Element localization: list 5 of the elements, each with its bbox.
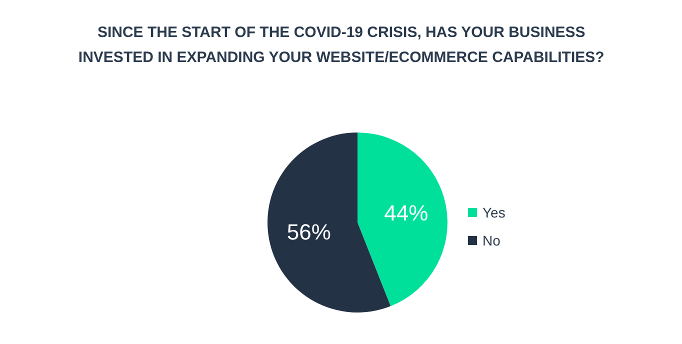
legend-label: No xyxy=(482,232,501,248)
data-label: 44% xyxy=(384,200,428,226)
data-label: 56% xyxy=(286,219,331,244)
chart-title: SINCE THE START OF THE COVID-19 CRISIS, HAS YOUR BUSINESS INVESTED IN EXPANDING YOUR WEBSITE/ECOMMERCE CAPABILITIES? xyxy=(78,24,604,66)
legend-label: Yes xyxy=(482,204,506,220)
